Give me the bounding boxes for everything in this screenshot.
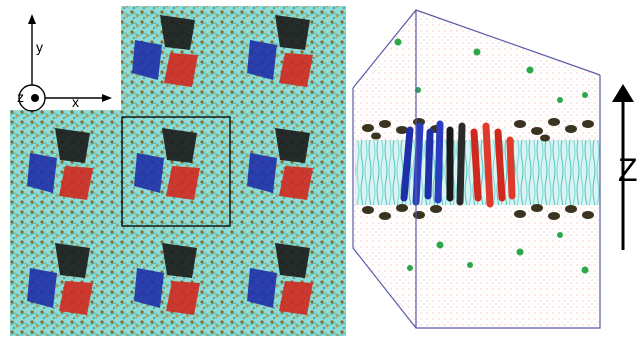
xyz-axes	[18, 14, 112, 112]
headgroup-layer-bottom	[362, 204, 594, 220]
protein-trimer	[247, 243, 313, 315]
simulation-box-frame	[352, 9, 601, 329]
protein-trimer	[134, 128, 200, 200]
membrane-top-view	[10, 6, 346, 336]
protein-trimer	[134, 243, 200, 315]
protein-trimer	[132, 15, 198, 87]
protein-trimer	[247, 128, 313, 200]
x-axis-label: x	[72, 94, 79, 110]
z-direction-label: Z	[618, 152, 638, 188]
y-axis-label: y	[36, 39, 43, 55]
side-view-box	[352, 9, 601, 329]
z-axis-arrow	[612, 84, 634, 250]
protein-trimer	[27, 243, 93, 315]
unit-cell-box	[121, 116, 231, 227]
transmembrane-protein	[400, 120, 516, 208]
z-axis-label: z	[17, 89, 24, 105]
ions	[394, 38, 589, 274]
protein-trimer	[27, 128, 93, 200]
protein-trimer	[247, 15, 313, 87]
